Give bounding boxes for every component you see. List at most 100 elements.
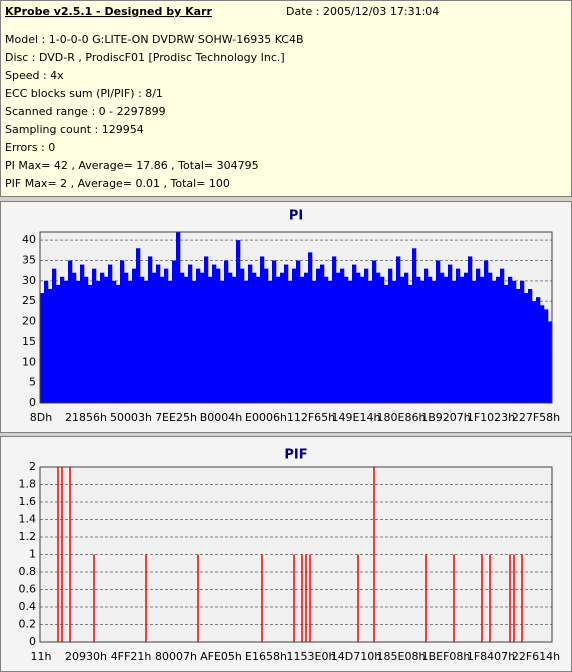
bar xyxy=(380,276,385,403)
y-tick-label: 1.2 xyxy=(19,530,37,543)
bar xyxy=(288,280,293,403)
info-line: Errors : 0 xyxy=(5,141,55,154)
bar xyxy=(336,272,341,403)
bar xyxy=(512,280,517,403)
bar xyxy=(476,268,481,403)
x-tick-label: 1F8407h xyxy=(467,650,515,663)
bar xyxy=(68,260,73,403)
y-tick-label: 20 xyxy=(22,315,36,328)
bar xyxy=(236,240,241,403)
bar xyxy=(44,280,49,403)
bar xyxy=(396,256,401,403)
bar xyxy=(384,284,389,403)
bar xyxy=(516,289,521,403)
x-tick-label: 112F65h xyxy=(287,411,335,424)
bar xyxy=(232,276,237,403)
bar xyxy=(92,268,97,403)
x-tick-label: 149E14h xyxy=(332,411,381,424)
bar xyxy=(196,268,201,403)
bar xyxy=(496,276,501,403)
bar xyxy=(40,293,45,403)
bar xyxy=(540,305,545,403)
info-line: Sampling count : 129954 xyxy=(5,123,144,136)
x-tick-label: 1BEF08h xyxy=(422,650,471,663)
chart-title: PIF xyxy=(284,448,307,463)
bar xyxy=(408,284,413,403)
x-tick-label: 22F614h xyxy=(512,650,560,663)
bar xyxy=(260,256,265,403)
bar xyxy=(120,260,125,403)
bar xyxy=(80,264,85,403)
bar xyxy=(268,280,273,403)
bar xyxy=(520,280,525,403)
y-tick-label: 40 xyxy=(22,233,36,246)
x-tick-label: 1F1023h xyxy=(467,411,515,424)
bar xyxy=(128,280,133,403)
bar xyxy=(488,272,493,403)
bar xyxy=(548,321,553,403)
plot-border xyxy=(39,231,553,404)
info-line: PI Max= 42 , Average= 17.86 , Total= 304… xyxy=(5,159,259,172)
x-tick-label: 80007h xyxy=(155,650,197,663)
bar xyxy=(140,276,145,403)
bar xyxy=(296,260,301,403)
y-tick-label: 10 xyxy=(22,355,36,368)
x-tick-label: E1658h xyxy=(245,650,287,663)
y-tick-label: 0.6 xyxy=(19,583,37,596)
bar xyxy=(160,276,165,403)
bar xyxy=(176,232,181,403)
bar xyxy=(464,272,469,403)
info-line: PIF Max= 2 , Average= 0.01 , Total= 100 xyxy=(5,177,230,190)
bar xyxy=(428,276,433,403)
bar xyxy=(224,260,229,403)
y-tick-label: 1.8 xyxy=(19,478,37,491)
bar xyxy=(504,284,509,403)
bar xyxy=(544,309,549,403)
x-tick-label: 7EE25h xyxy=(155,411,197,424)
x-tick-label: 20930h xyxy=(65,650,107,663)
bar xyxy=(392,280,397,403)
bar xyxy=(220,280,225,403)
bar xyxy=(324,276,329,403)
x-tick-label: 1B9207h xyxy=(421,411,471,424)
bar xyxy=(332,256,337,403)
bar xyxy=(168,280,173,403)
bar xyxy=(164,268,169,403)
bar xyxy=(216,268,221,403)
bar xyxy=(492,280,497,403)
y-tick-label: 25 xyxy=(22,294,36,307)
bar xyxy=(60,276,65,403)
x-tick-label: E0006h xyxy=(245,411,287,424)
bar xyxy=(444,276,449,403)
plot-border xyxy=(39,466,553,643)
bar xyxy=(136,248,141,403)
y-tick-label: 15 xyxy=(22,335,36,348)
bar xyxy=(348,280,353,403)
bar xyxy=(132,268,137,403)
bar xyxy=(184,276,189,403)
bar xyxy=(100,272,105,403)
bar xyxy=(96,280,101,403)
x-tick-label: 50003h xyxy=(110,411,152,424)
bar xyxy=(180,272,185,403)
bar xyxy=(88,284,93,403)
y-tick-label: 0 xyxy=(29,635,36,648)
info-line: Disc : DVD-R , ProdiscF01 [Prodisc Techn… xyxy=(5,51,285,64)
x-tick-label: 1153E0h xyxy=(287,650,336,663)
bar xyxy=(400,276,405,403)
bar xyxy=(280,272,285,403)
bar xyxy=(64,280,69,403)
x-tick-label: 21856h xyxy=(65,411,107,424)
chart-title: PI xyxy=(289,209,303,224)
y-tick-label: 0 xyxy=(29,396,36,409)
y-tick-label: 0.8 xyxy=(19,565,37,578)
bar xyxy=(240,268,245,403)
bar xyxy=(308,252,313,403)
x-tick-label: 227F58h xyxy=(512,411,560,424)
bar xyxy=(412,248,417,403)
bar xyxy=(152,272,157,403)
bar xyxy=(264,268,269,403)
bar xyxy=(508,276,513,403)
bar xyxy=(480,276,485,403)
bar xyxy=(452,280,457,403)
